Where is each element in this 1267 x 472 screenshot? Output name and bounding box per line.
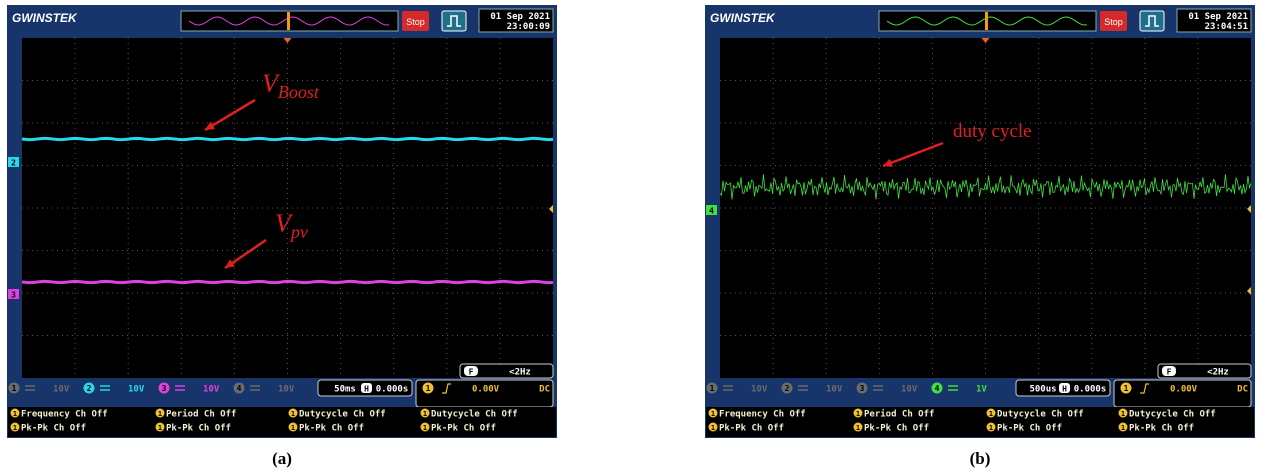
brand-logo: GWINSTEK	[710, 11, 776, 25]
measure-source: 1	[291, 410, 295, 418]
measure-source: 1	[1121, 410, 1125, 418]
channel-scale: 10V	[901, 385, 918, 395]
measure-source: 1	[856, 424, 860, 432]
channel-scale: 10V	[278, 385, 295, 395]
waveform-trace	[22, 281, 553, 282]
measurement: Pk-Pk Ch Off	[166, 424, 231, 434]
trigger-mode-icon	[442, 11, 466, 31]
channel-scale: 10V	[826, 385, 843, 395]
measure-source: 1	[158, 424, 162, 432]
measurement: Pk-Pk Ch Off	[431, 424, 496, 434]
measure-source: 1	[13, 424, 17, 432]
channel-marker-label: 2	[11, 159, 16, 168]
trigger-source: 1	[426, 384, 431, 393]
stop-label: Stop	[406, 17, 425, 27]
measure-source: 1	[423, 410, 427, 418]
channel-scale: 10V	[203, 385, 220, 395]
measure-source: 1	[711, 424, 715, 432]
measure-source: 1	[423, 424, 427, 432]
timebase: 50ms	[334, 385, 356, 395]
channel-scale: 10V	[128, 385, 145, 395]
measurement: Period Ch Off	[166, 409, 236, 420]
figure: GWINSTEKStop01 Sep 202123:00:0923VBoostV…	[0, 0, 1267, 472]
measurement: Dutycycle Ch Off	[431, 410, 518, 420]
trigger-coupling: DC	[1237, 385, 1248, 395]
measurement: Pk-Pk Ch Off	[719, 424, 784, 434]
channel-num: 2	[87, 384, 92, 393]
time: 23:04:51	[1205, 22, 1248, 32]
time: 23:00:09	[507, 22, 550, 32]
trigger-coupling: DC	[539, 385, 550, 395]
measure-source: 1	[989, 424, 993, 432]
freq-icon-label: F	[469, 368, 474, 377]
measure-source: 1	[291, 424, 295, 432]
h-icon-label: H	[364, 385, 369, 394]
channel-scale: 10V	[751, 385, 768, 395]
trigger-level: 0.00V	[1170, 385, 1198, 395]
waveform-trace	[22, 138, 553, 139]
channel-num: 3	[860, 384, 865, 393]
freq-value: <2Hz	[1207, 368, 1229, 378]
overview-cursor	[985, 12, 988, 30]
annotation-sub: pv	[289, 222, 308, 242]
measurement: Period Ch Off	[864, 409, 934, 420]
trigger-mode-icon	[1140, 11, 1164, 31]
channel-marker-label: 3	[11, 291, 16, 300]
annotation-sub: Boost	[278, 82, 320, 102]
timebase: 500us	[1029, 385, 1056, 395]
trigger-level: 0.00V	[472, 385, 500, 395]
channel-marker-label: 4	[709, 207, 714, 216]
freq-icon-label: F	[1167, 368, 1172, 377]
overview-cursor	[287, 12, 290, 30]
measurement: Pk-Pk Ch Off	[1129, 424, 1194, 434]
time-offset: 0.000s	[376, 385, 409, 395]
time-offset: 0.000s	[1074, 385, 1107, 395]
measurement: Frequency Ch Off	[21, 410, 108, 420]
measurement: Pk-Pk Ch Off	[997, 424, 1062, 434]
channel-num: 1	[710, 384, 715, 393]
date: 01 Sep 2021	[1188, 12, 1248, 22]
annotation: duty cycle	[953, 121, 1032, 142]
measurement: Pk-Pk Ch Off	[21, 424, 86, 434]
channel-num: 2	[785, 384, 790, 393]
measurement: Dutycycle Ch Off	[299, 410, 386, 420]
measure-source: 1	[158, 410, 162, 418]
measure-source: 1	[711, 410, 715, 418]
caption: (b)	[970, 449, 991, 468]
stop-label: Stop	[1104, 17, 1123, 27]
caption: (a)	[272, 449, 292, 468]
trigger-source: 1	[1124, 384, 1129, 393]
annotation-main: duty cycle	[953, 121, 1032, 142]
channel-num: 1	[12, 384, 17, 393]
channel-num: 3	[162, 384, 167, 393]
h-icon-label: H	[1062, 385, 1067, 394]
brand-logo: GWINSTEK	[12, 11, 78, 25]
channel-scale: 10V	[53, 385, 70, 395]
channel-num: 4	[935, 384, 940, 393]
measurement: Pk-Pk Ch Off	[864, 424, 929, 434]
date: 01 Sep 2021	[490, 12, 550, 22]
measurement: Dutycycle Ch Off	[997, 410, 1084, 420]
measurement: Frequency Ch Off	[719, 410, 806, 420]
channel-scale: 1V	[976, 385, 987, 395]
measure-source: 1	[1121, 424, 1125, 432]
measurement: Pk-Pk Ch Off	[299, 424, 364, 434]
channel-num: 4	[237, 384, 242, 393]
measure-source: 1	[856, 410, 860, 418]
measurement: Dutycycle Ch Off	[1129, 410, 1216, 420]
measure-source: 1	[13, 410, 17, 418]
measure-source: 1	[989, 410, 993, 418]
freq-value: <2Hz	[509, 368, 531, 378]
